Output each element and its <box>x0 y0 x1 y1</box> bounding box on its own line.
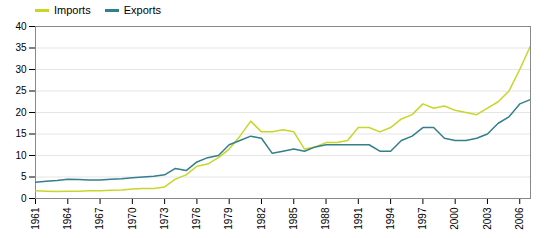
svg-text:35: 35 <box>15 42 27 53</box>
svg-text:1982: 1982 <box>256 207 267 230</box>
svg-text:2000: 2000 <box>449 207 460 230</box>
svg-text:20: 20 <box>15 107 27 118</box>
svg-text:1988: 1988 <box>320 207 331 230</box>
svg-text:1973: 1973 <box>159 207 170 230</box>
svg-text:5: 5 <box>21 171 27 182</box>
svg-text:1991: 1991 <box>353 207 364 230</box>
svg-text:1961: 1961 <box>30 207 41 230</box>
html-text:Imports: Imports <box>54 4 91 16</box>
svg-text:1979: 1979 <box>223 207 234 230</box>
svg-text:10: 10 <box>15 150 27 161</box>
html-text:Exports: Exports <box>123 4 161 16</box>
svg-text:1964: 1964 <box>62 207 73 230</box>
svg-text:1970: 1970 <box>127 207 138 230</box>
svg-text:1967: 1967 <box>94 207 105 230</box>
svg-text:1985: 1985 <box>288 207 299 230</box>
svg-text:1994: 1994 <box>385 207 396 230</box>
svg-text:30: 30 <box>15 64 27 75</box>
svg-text:40: 40 <box>15 21 27 32</box>
svg-text:1976: 1976 <box>191 207 202 230</box>
svg-text:2003: 2003 <box>482 207 493 230</box>
svg-text:2006: 2006 <box>514 207 525 230</box>
svg-text:0: 0 <box>21 193 27 204</box>
svg-text:25: 25 <box>15 85 27 96</box>
svg-text:1997: 1997 <box>417 207 428 230</box>
svg-text:15: 15 <box>15 128 27 139</box>
